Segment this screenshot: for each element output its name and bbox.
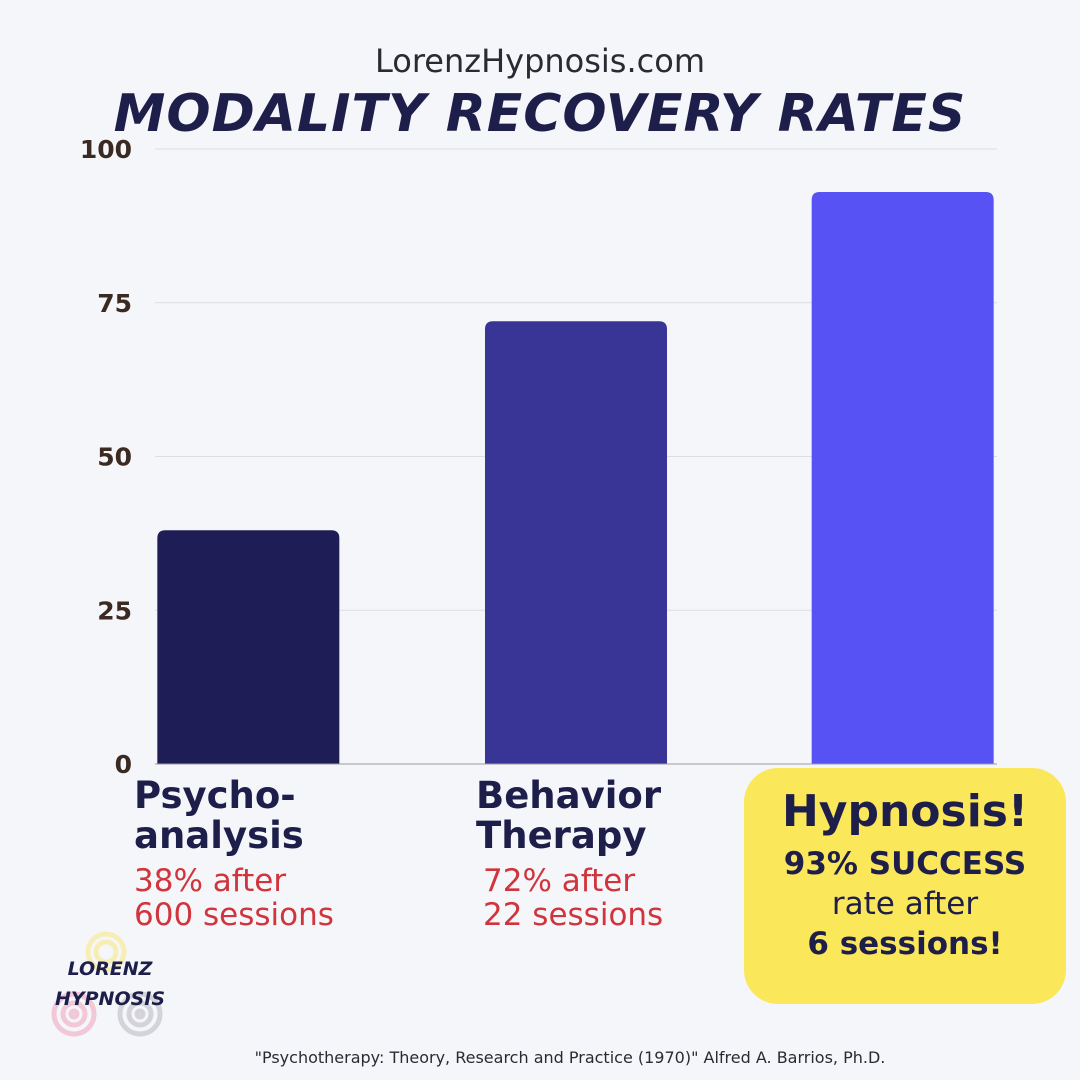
logo-line2: HYPNOSIS bbox=[54, 988, 166, 1010]
source-citation: "Psychotherapy: Theory, Research and Pra… bbox=[254, 1048, 886, 1067]
result-note-line1: 38% after bbox=[134, 863, 287, 899]
result-note-psychoanalysis: 38% after 600 sessions bbox=[134, 864, 334, 932]
result-note-line2: 600 sessions bbox=[134, 897, 334, 933]
category-label-line1: Behavior bbox=[476, 774, 662, 817]
y-tick-label: 100 bbox=[80, 135, 132, 164]
callout-heading: Hypnosis! bbox=[781, 786, 1029, 837]
bar-2 bbox=[811, 192, 994, 765]
callout-sessions: 6 sessions! bbox=[807, 926, 1003, 962]
bars bbox=[157, 192, 994, 765]
category-label-line2: analysis bbox=[134, 814, 304, 857]
y-tick-label: 25 bbox=[97, 596, 132, 625]
y-axis-ticks: 0 25 50 75 100 bbox=[80, 135, 132, 779]
lorenz-hypnosis-logo: LORENZ HYPNOSIS bbox=[44, 930, 174, 1040]
callout-success-rate: 93% SUCCESS bbox=[783, 846, 1027, 882]
category-label-line2: Therapy bbox=[476, 814, 647, 857]
result-note-line2: 22 sessions bbox=[483, 897, 664, 933]
y-tick-label: 75 bbox=[97, 289, 132, 318]
category-label-psychoanalysis: Psycho- analysis bbox=[134, 776, 304, 856]
site-url: LorenzHypnosis.com bbox=[375, 42, 705, 80]
y-tick-label: 0 bbox=[115, 750, 132, 779]
y-tick-label: 50 bbox=[97, 443, 132, 472]
result-note-line1: 72% after bbox=[483, 863, 636, 899]
bar-0 bbox=[157, 530, 340, 764]
result-note-behavior-therapy: 72% after 22 sessions bbox=[483, 864, 663, 932]
spiral-icon bbox=[51, 931, 163, 1037]
callout-rate-after: rate after bbox=[831, 886, 979, 922]
logo-line1: LORENZ bbox=[67, 958, 153, 980]
bar-1 bbox=[485, 321, 667, 764]
hypnosis-callout: Hypnosis! 93% SUCCESS rate after 6 sessi… bbox=[744, 768, 1066, 1004]
category-label-line1: Psycho- bbox=[134, 774, 296, 817]
chart-title: MODALITY RECOVERY RATES bbox=[113, 84, 967, 144]
category-label-behavior-therapy: Behavior Therapy bbox=[476, 776, 661, 856]
